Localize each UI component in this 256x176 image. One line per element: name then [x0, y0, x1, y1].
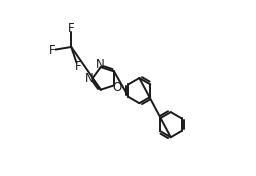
Text: N: N	[95, 58, 104, 71]
Text: O: O	[112, 81, 121, 94]
Text: N: N	[85, 72, 94, 85]
Text: F: F	[74, 60, 81, 73]
Text: F: F	[48, 44, 55, 57]
Text: F: F	[68, 22, 74, 35]
